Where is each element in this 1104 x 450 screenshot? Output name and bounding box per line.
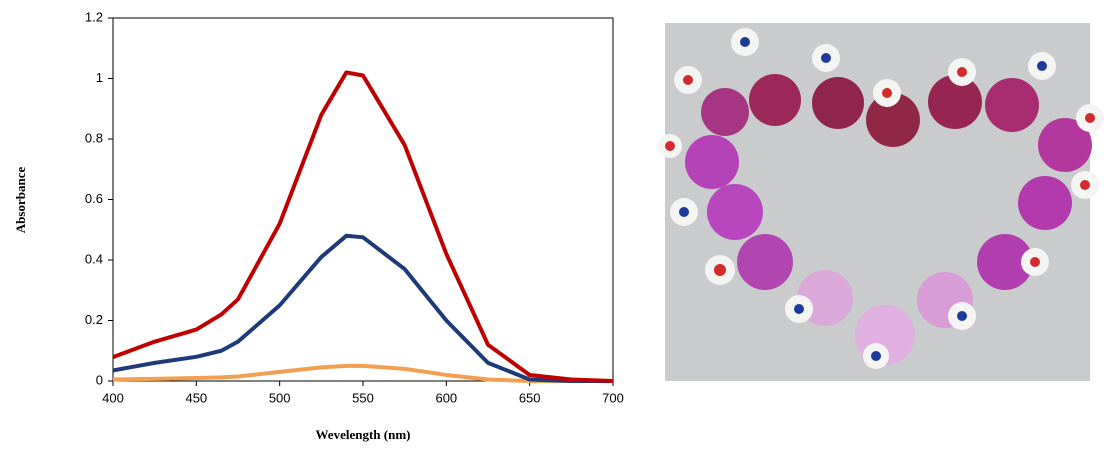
x-tick-label: 550 — [352, 390, 374, 405]
x-tick-label: 500 — [269, 390, 291, 405]
plot-frame — [112, 17, 614, 382]
x-axis-label: Wevelength (nm) — [316, 427, 411, 442]
data-line — [112, 233, 613, 383]
data-line — [112, 363, 613, 383]
x-tick-label: 600 — [435, 390, 457, 405]
y-tick-label: 0 — [96, 372, 103, 387]
x-tick-label: 700 — [602, 390, 624, 405]
y-tick-label: 0.2 — [85, 312, 103, 327]
data-line — [112, 70, 614, 383]
y-tick-label: 0.8 — [85, 130, 103, 145]
y-axis-label: Absorbance — [13, 167, 28, 234]
x-tick-label: 650 — [519, 390, 541, 405]
y-tick-label: 0.4 — [85, 251, 103, 266]
y-tick-label: 1.2 — [85, 9, 103, 24]
y-tick-label: 1 — [96, 70, 103, 85]
photo — [658, 23, 1104, 381]
x-tick-label: 450 — [185, 390, 207, 405]
y-tick-label: 0.6 — [85, 191, 103, 206]
x-tick-label: 400 — [102, 390, 124, 405]
